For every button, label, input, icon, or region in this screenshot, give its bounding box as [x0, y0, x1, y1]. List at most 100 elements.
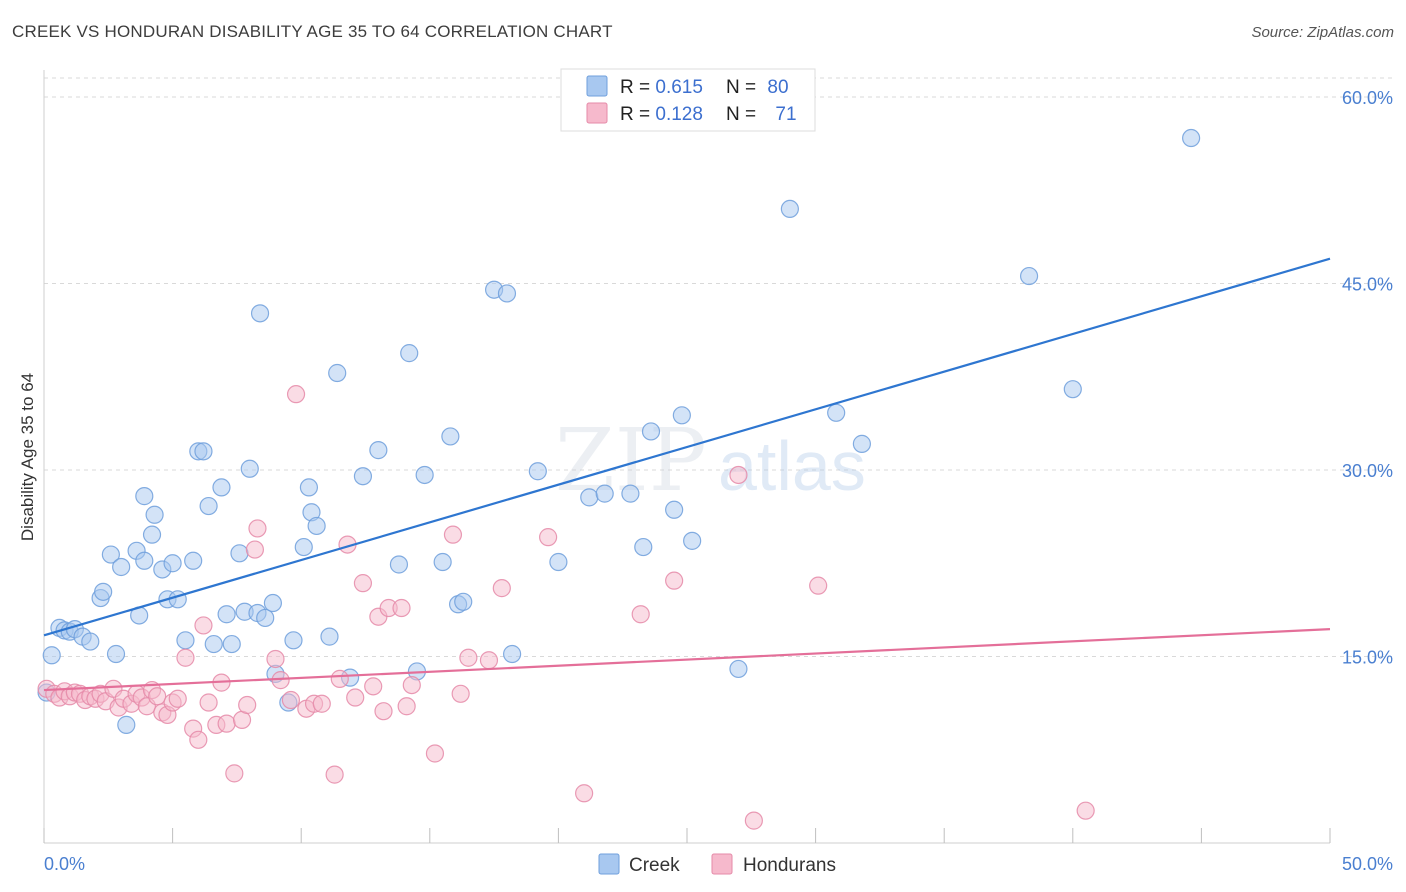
- x-ticks: [43, 828, 1331, 843]
- point-hondurans: [374, 702, 393, 721]
- legend-r-value-hondurans: 0.128: [655, 104, 703, 125]
- point-creek: [194, 442, 213, 461]
- point-hondurans: [744, 811, 763, 830]
- point-creek: [184, 551, 203, 570]
- svg-text:N = 71: N = 71: [726, 104, 797, 125]
- point-hondurans: [176, 648, 195, 667]
- point-hondurans: [245, 540, 265, 559]
- point-creek: [672, 406, 691, 425]
- point-creek: [580, 488, 599, 507]
- point-creek: [135, 551, 154, 570]
- point-hondurans: [443, 525, 463, 544]
- point-creek: [621, 484, 640, 503]
- point-hondurans: [809, 576, 828, 595]
- point-creek: [230, 544, 249, 563]
- point-creek: [112, 557, 131, 577]
- series-legend-swatch-creek: [598, 853, 620, 875]
- point-hondurans: [330, 669, 349, 688]
- point-creek: [852, 434, 871, 453]
- point-creek: [415, 465, 434, 485]
- point-hondurans: [631, 605, 650, 624]
- stats-legend: R = 0.615 N = 80 R = 0.128 N = 71: [560, 68, 816, 132]
- legend-n-value-creek: 80: [767, 77, 788, 98]
- point-hondurans: [425, 744, 445, 763]
- point-hondurans: [459, 648, 478, 667]
- point-creek: [389, 555, 409, 574]
- point-creek: [634, 537, 653, 557]
- point-hondurans: [238, 695, 257, 715]
- point-hondurans: [451, 684, 470, 703]
- point-hondurans: [479, 651, 499, 670]
- legend-swatch-creek: [586, 75, 608, 97]
- point-hondurans: [665, 571, 684, 590]
- point-creek: [353, 467, 373, 486]
- series-legend: Creek Hondurans: [598, 853, 836, 876]
- point-hondurans: [492, 579, 511, 598]
- data-points: [37, 128, 1201, 830]
- point-creek: [204, 634, 223, 654]
- point-creek: [683, 531, 702, 550]
- point-creek: [145, 505, 164, 524]
- legend-r-label-hondurans: R =: [620, 104, 655, 125]
- point-hondurans: [266, 649, 285, 669]
- point-creek: [163, 554, 182, 573]
- point-creek: [81, 632, 100, 651]
- svg-text:R = 0.615: R = 0.615: [620, 77, 703, 98]
- y-tick-labels: 15.0% 30.0% 45.0% 60.0%: [1342, 88, 1393, 668]
- point-hondurans: [539, 528, 558, 547]
- point-creek: [780, 199, 799, 218]
- svg-text:R = 0.128: R = 0.128: [620, 104, 703, 125]
- point-hondurans: [199, 693, 218, 712]
- series-legend-swatch-hondurans: [711, 853, 733, 875]
- point-creek: [142, 525, 162, 544]
- point-creek: [217, 605, 236, 624]
- point-creek: [549, 552, 568, 572]
- point-creek: [94, 582, 113, 601]
- point-creek: [299, 478, 319, 497]
- point-creek: [665, 500, 684, 519]
- point-hondurans: [168, 689, 187, 708]
- point-hondurans: [402, 675, 421, 695]
- y-tick-label: 45.0%: [1342, 275, 1393, 295]
- point-creek: [222, 634, 241, 654]
- point-hondurans: [248, 519, 267, 538]
- point-hondurans: [364, 677, 383, 696]
- point-creek: [503, 644, 522, 664]
- series-legend-label-creek: Creek: [629, 855, 680, 876]
- point-creek: [454, 592, 473, 611]
- point-creek: [433, 552, 452, 572]
- point-hondurans: [353, 574, 373, 593]
- point-creek: [497, 284, 517, 303]
- point-creek: [42, 646, 61, 665]
- point-creek: [135, 487, 154, 506]
- point-creek: [212, 478, 231, 497]
- point-creek: [328, 363, 347, 383]
- point-creek: [176, 631, 195, 650]
- x-tick-label-max: 50.0%: [1342, 854, 1393, 874]
- point-creek: [250, 304, 270, 323]
- point-creek: [199, 496, 218, 516]
- watermark-atlas: atlas: [718, 427, 866, 505]
- point-creek: [641, 422, 661, 441]
- point-creek: [256, 608, 275, 628]
- point-creek: [294, 537, 313, 557]
- point-hondurans: [1076, 801, 1095, 820]
- point-creek: [1182, 128, 1201, 148]
- point-creek: [284, 631, 303, 650]
- point-creek: [307, 516, 326, 536]
- trend-lines: [43, 257, 1331, 692]
- legend-r-label-creek: R =: [620, 77, 655, 98]
- point-creek: [827, 403, 846, 422]
- point-hondurans: [397, 697, 416, 716]
- point-creek: [595, 484, 614, 503]
- y-tick-label: 60.0%: [1342, 88, 1393, 108]
- point-creek: [117, 715, 136, 734]
- legend-r-value-creek: 0.615: [655, 77, 703, 98]
- point-creek: [1063, 380, 1082, 399]
- point-hondurans: [325, 765, 344, 784]
- point-creek: [441, 427, 460, 446]
- trend-line-creek: [43, 257, 1331, 637]
- grid-lines: [44, 77, 1393, 657]
- point-creek: [729, 659, 748, 679]
